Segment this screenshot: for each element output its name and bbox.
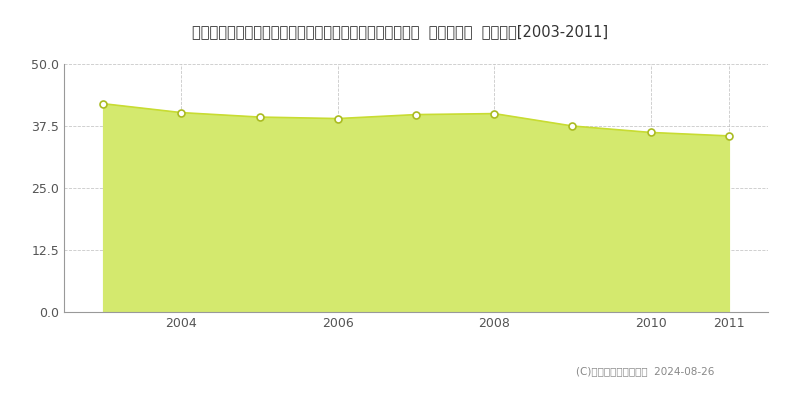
- Text: (C)土地価格ドットコム  2024-08-26: (C)土地価格ドットコム 2024-08-26: [576, 366, 714, 376]
- Text: 埼玉県さいたま市見沼区大字小深作字藤十郎原２６６番５  基準地価格  地価推移[2003-2011]: 埼玉県さいたま市見沼区大字小深作字藤十郎原２６６番５ 基準地価格 地価推移[20…: [192, 24, 608, 39]
